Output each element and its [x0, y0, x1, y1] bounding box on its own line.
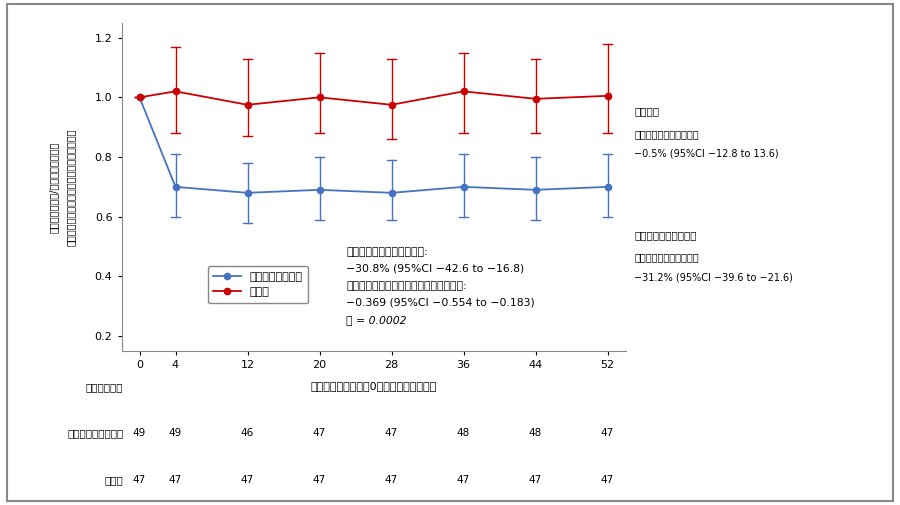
- Text: 47: 47: [313, 428, 326, 438]
- Text: 治療開始前からの変化率: 治療開始前からの変化率: [634, 252, 699, 263]
- Text: 47: 47: [169, 475, 182, 485]
- Text: 47: 47: [601, 428, 614, 438]
- Text: Ｐ = 0.0002: Ｐ = 0.0002: [346, 315, 407, 325]
- Text: 参加者の人数: 参加者の人数: [86, 382, 123, 392]
- Text: カナグリフロジン群：: カナグリフロジン群：: [634, 230, 697, 240]
- Text: 49: 49: [169, 428, 182, 438]
- Text: 47: 47: [457, 475, 470, 485]
- Text: 47: 47: [385, 475, 398, 485]
- Text: 47: 47: [529, 475, 542, 485]
- Text: 介入期間中の群間差の割合:: 介入期間中の群間差の割合:: [346, 246, 428, 257]
- Text: カナグリフロジン群: カナグリフロジン群: [67, 428, 123, 438]
- Text: 48: 48: [457, 428, 470, 438]
- Text: 47: 47: [601, 475, 614, 485]
- Text: 47: 47: [133, 475, 146, 485]
- Text: 介入期間中の群間差を対数変換したもの:: 介入期間中の群間差を対数変換したもの:: [346, 281, 467, 291]
- Text: −0.369 (95%CI −0.554 to −0.183): −0.369 (95%CI −0.554 to −0.183): [346, 298, 536, 308]
- Text: 49: 49: [133, 428, 146, 438]
- Text: 対照群：: 対照群：: [634, 106, 660, 116]
- Text: 47: 47: [313, 475, 326, 485]
- Text: 治療開始前からの変化率: 治療開始前からの変化率: [634, 129, 699, 139]
- Text: 尿中アルブミン/クレアチニン比の: 尿中アルブミン/クレアチニン比の: [49, 141, 58, 232]
- Text: −30.8% (95%CI −42.6 to −16.8): −30.8% (95%CI −42.6 to −16.8): [346, 264, 525, 274]
- Text: 無作為割付の時点を0週とした場合の週数: 無作為割付の時点を0週とした場合の週数: [310, 381, 436, 391]
- Text: 47: 47: [241, 475, 254, 485]
- Text: 対照群: 対照群: [104, 475, 123, 485]
- Text: 48: 48: [529, 428, 542, 438]
- Text: ベースラインからの変化率の最小二乗平均値: ベースラインからの変化率の最小二乗平均値: [66, 128, 77, 245]
- Text: 46: 46: [241, 428, 254, 438]
- Text: −31.2% (95%CI −39.6 to −21.6): −31.2% (95%CI −39.6 to −21.6): [634, 273, 794, 283]
- Text: −0.5% (95%CI −12.8 to 13.6): −0.5% (95%CI −12.8 to 13.6): [634, 149, 779, 159]
- Text: 47: 47: [385, 428, 398, 438]
- Legend: カナグリフロジン, 対照群: カナグリフロジン, 対照群: [208, 266, 309, 302]
